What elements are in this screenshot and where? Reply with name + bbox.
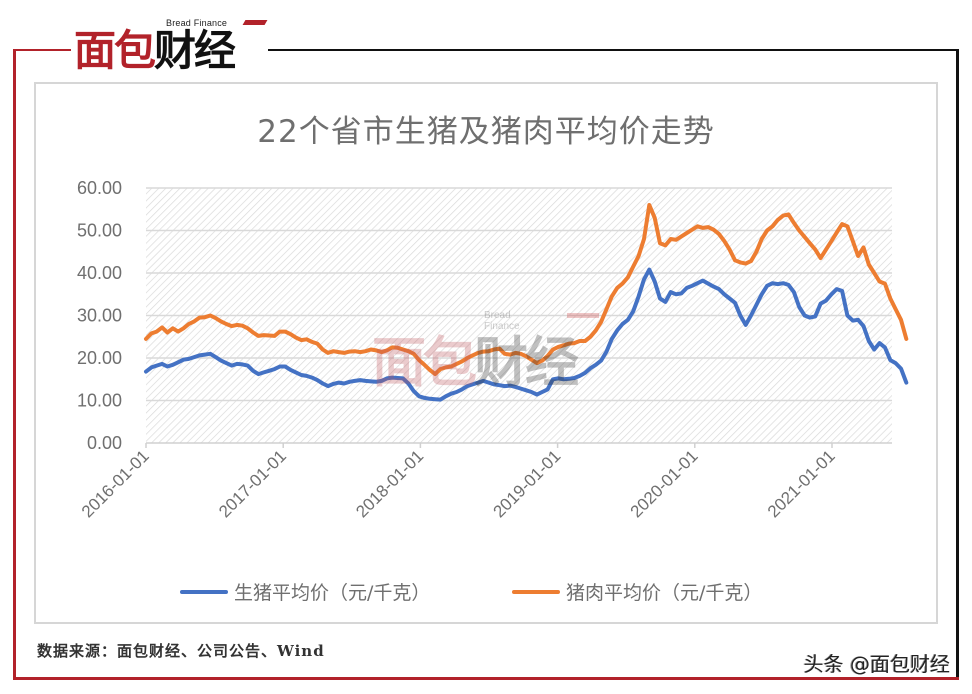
- chart-title: 22个省市生猪及猪肉平均价走势: [257, 114, 715, 150]
- data-source-note: 数据来源：面包财经、公司公告、Wind: [37, 642, 325, 660]
- logo-red-text: 面包: [74, 26, 156, 75]
- x-tick-label: 2016-01-01: [78, 446, 153, 521]
- brand-logo: Bread Finance 面包财经: [74, 18, 268, 76]
- x-axis-ticks: 2016-01-01 2017-01-01 2018-01-01 2019-01-01…: [78, 443, 839, 521]
- y-tick-label: 10.00: [77, 391, 122, 411]
- legend-swatch-orange: [512, 589, 560, 594]
- series-lines: [144, 203, 909, 402]
- x-tick-label: 2018-01-01: [352, 446, 427, 521]
- series-line-live-hog: [144, 267, 909, 402]
- frame-border-left: [13, 49, 16, 679]
- legend-item-pork: 猪肉平均价（元/千克）: [512, 578, 762, 605]
- y-tick-label: 50.00: [77, 221, 122, 241]
- frame-border-right: [956, 49, 959, 680]
- y-tick-label: 60.00: [77, 178, 122, 198]
- y-tick-label: 0.00: [87, 433, 122, 453]
- y-tick-label: 20.00: [77, 348, 122, 368]
- x-tick-label: 2017-01-01: [215, 446, 290, 521]
- credit-watermark: 头条 @面包财经: [803, 652, 950, 676]
- series-line-pork: [144, 203, 909, 377]
- y-tick-label: 40.00: [77, 263, 122, 283]
- logo-wordmark: 面包财经: [74, 26, 236, 76]
- frame-border-top-right: [268, 49, 959, 51]
- x-tick-label: 2019-01-01: [489, 446, 564, 521]
- logo-black-text: 财经: [154, 26, 236, 75]
- y-axis-ticks: 0.00 10.00 20.00 30.00 40.00 50.00 60.00: [77, 178, 122, 453]
- logo-subtitle: Bread Finance: [166, 18, 228, 28]
- frame-border-top-left: [13, 49, 71, 51]
- legend-label: 生猪平均价（元/千克）: [234, 582, 431, 604]
- legend-item-live-hog: 生猪平均价（元/千克）: [180, 578, 430, 605]
- y-tick-label: 30.00: [77, 306, 122, 326]
- legend-label: 猪肉平均价（元/千克）: [566, 582, 763, 604]
- legend-swatch-blue: [180, 589, 228, 594]
- frame-border-bottom: [13, 677, 959, 680]
- x-tick-label: 2020-01-01: [627, 446, 702, 521]
- x-tick-label: 2021-01-01: [764, 446, 839, 521]
